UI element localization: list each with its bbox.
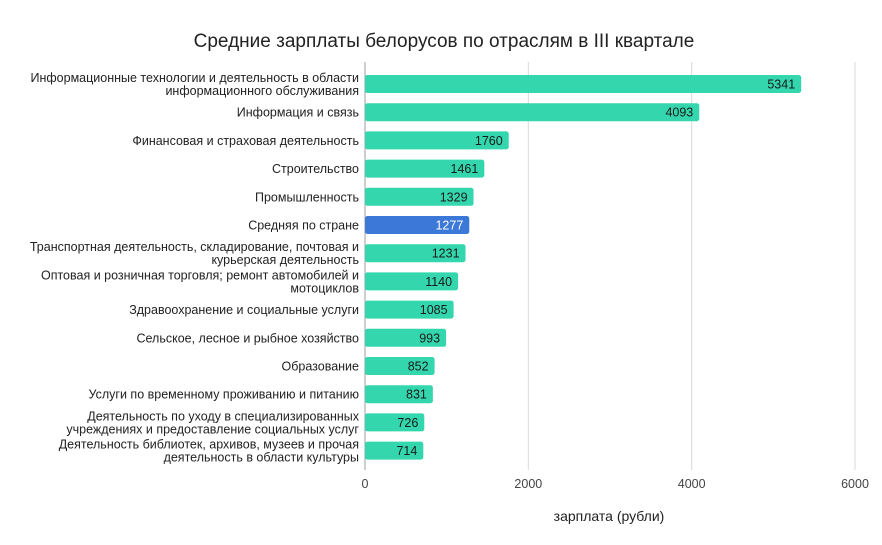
x-tick-label: 2000 bbox=[514, 477, 542, 491]
x-axis-label: зарплата (рубли) bbox=[554, 508, 665, 524]
bar-value-label: 831 bbox=[406, 388, 427, 402]
category-label: Сельское, лесное и рыбное хозяйство bbox=[136, 331, 359, 345]
category-label: Оптовая и розничная торговля; ремонт авт… bbox=[41, 268, 359, 295]
bar bbox=[365, 75, 802, 93]
bar-value-label: 714 bbox=[396, 444, 417, 458]
category-labels: Информационные технологии и деятельность… bbox=[30, 71, 360, 465]
bar bbox=[365, 328, 447, 347]
bar bbox=[365, 244, 466, 263]
category-label: Деятельность библиотек, архивов, музеев … bbox=[59, 438, 359, 465]
category-label: Здравоохранение и социальные услуги bbox=[129, 303, 359, 317]
bar-value-label: 726 bbox=[397, 416, 418, 430]
category-label: Промышленность bbox=[255, 190, 359, 204]
bar-value-label: 1760 bbox=[475, 134, 503, 148]
category-label: Информация и связь bbox=[237, 106, 359, 120]
category-label: Средняя по стране bbox=[248, 219, 359, 233]
category-label: Транспортная деятельность, складирование… bbox=[30, 240, 359, 267]
grid-lines bbox=[364, 62, 856, 470]
bar bbox=[365, 413, 425, 432]
bar-value-label: 1461 bbox=[451, 162, 479, 176]
bar bbox=[365, 187, 474, 206]
x-tick-label: 6000 bbox=[841, 477, 869, 491]
category-label: Услуги по временному проживанию и питани… bbox=[89, 388, 359, 402]
category-label: Деятельность по уходу в специализированн… bbox=[66, 409, 359, 436]
bar bbox=[365, 441, 424, 460]
category-label: Информационные технологии и деятельность… bbox=[31, 71, 360, 98]
category-label: Строительство bbox=[272, 162, 359, 176]
bar-value-label: 4093 bbox=[665, 106, 693, 120]
bar bbox=[365, 272, 459, 291]
x-tick-label: 4000 bbox=[678, 477, 706, 491]
bar-value-label: 1277 bbox=[435, 219, 463, 233]
x-tick-labels: 0 2000 4000 6000 bbox=[362, 477, 869, 491]
bar bbox=[365, 357, 435, 375]
bar bbox=[365, 159, 485, 178]
bar-value-label: 1231 bbox=[432, 247, 460, 261]
bar-value-label: 852 bbox=[408, 360, 429, 374]
bar-value-label: 1329 bbox=[440, 190, 468, 204]
chart-title: Средние зарплаты белорусов по отраслям в… bbox=[194, 31, 695, 52]
bar bbox=[365, 103, 700, 122]
bar-highlighted bbox=[365, 216, 470, 234]
category-label: Финансовая и страховая деятельность bbox=[132, 134, 359, 148]
bar-value-label: 5341 bbox=[767, 78, 795, 92]
bar-value-label: 1085 bbox=[420, 303, 448, 317]
bar-value-label: 1140 bbox=[425, 275, 452, 289]
bar-value-label: 993 bbox=[419, 331, 440, 345]
x-tick-label: 0 bbox=[362, 477, 369, 491]
bar bbox=[365, 385, 433, 404]
category-label: Образование bbox=[282, 360, 360, 374]
bar bbox=[365, 300, 454, 319]
bar bbox=[365, 131, 509, 150]
bars: 5341 4093 1760 1461 1329 1277 1231 1140 1085 993 8… bbox=[365, 75, 802, 460]
